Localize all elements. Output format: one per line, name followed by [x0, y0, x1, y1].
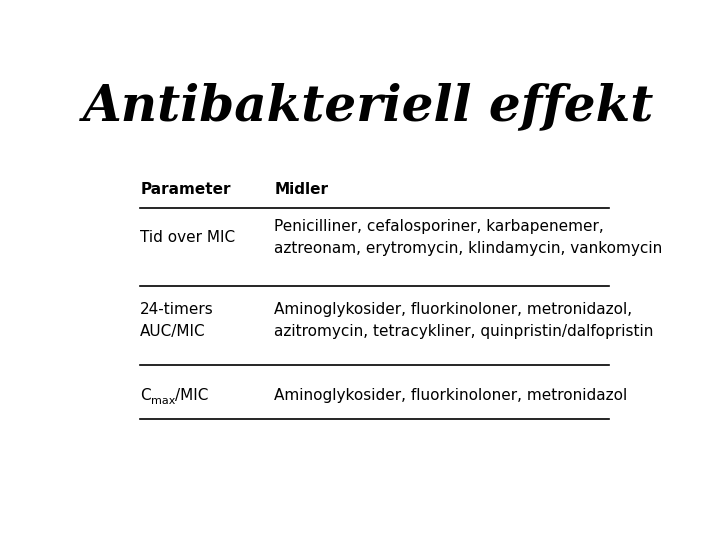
- Text: /MIC: /MIC: [176, 388, 209, 403]
- Text: Parameter: Parameter: [140, 182, 230, 197]
- Text: max: max: [151, 396, 176, 406]
- Text: Antibakteriell effekt: Antibakteriell effekt: [84, 82, 654, 131]
- Text: 24-timers: 24-timers: [140, 302, 214, 317]
- Text: C: C: [140, 388, 151, 403]
- Text: azitromycin, tetracykliner, quinpristin/dalfopristin: azitromycin, tetracykliner, quinpristin/…: [274, 324, 654, 339]
- Text: AUC/MIC: AUC/MIC: [140, 324, 206, 339]
- Text: Aminoglykosider, fluorkinoloner, metronidazol: Aminoglykosider, fluorkinoloner, metroni…: [274, 388, 627, 403]
- Text: Tid over MIC: Tid over MIC: [140, 230, 235, 245]
- Text: Penicilliner, cefalosporiner, karbapenemer,: Penicilliner, cefalosporiner, karbapenem…: [274, 219, 604, 234]
- Text: Midler: Midler: [274, 182, 328, 197]
- Text: Aminoglykosider, fluorkinoloner, metronidazol,: Aminoglykosider, fluorkinoloner, metroni…: [274, 302, 632, 317]
- Text: aztreonam, erytromycin, klindamycin, vankomycin: aztreonam, erytromycin, klindamycin, van…: [274, 241, 662, 255]
